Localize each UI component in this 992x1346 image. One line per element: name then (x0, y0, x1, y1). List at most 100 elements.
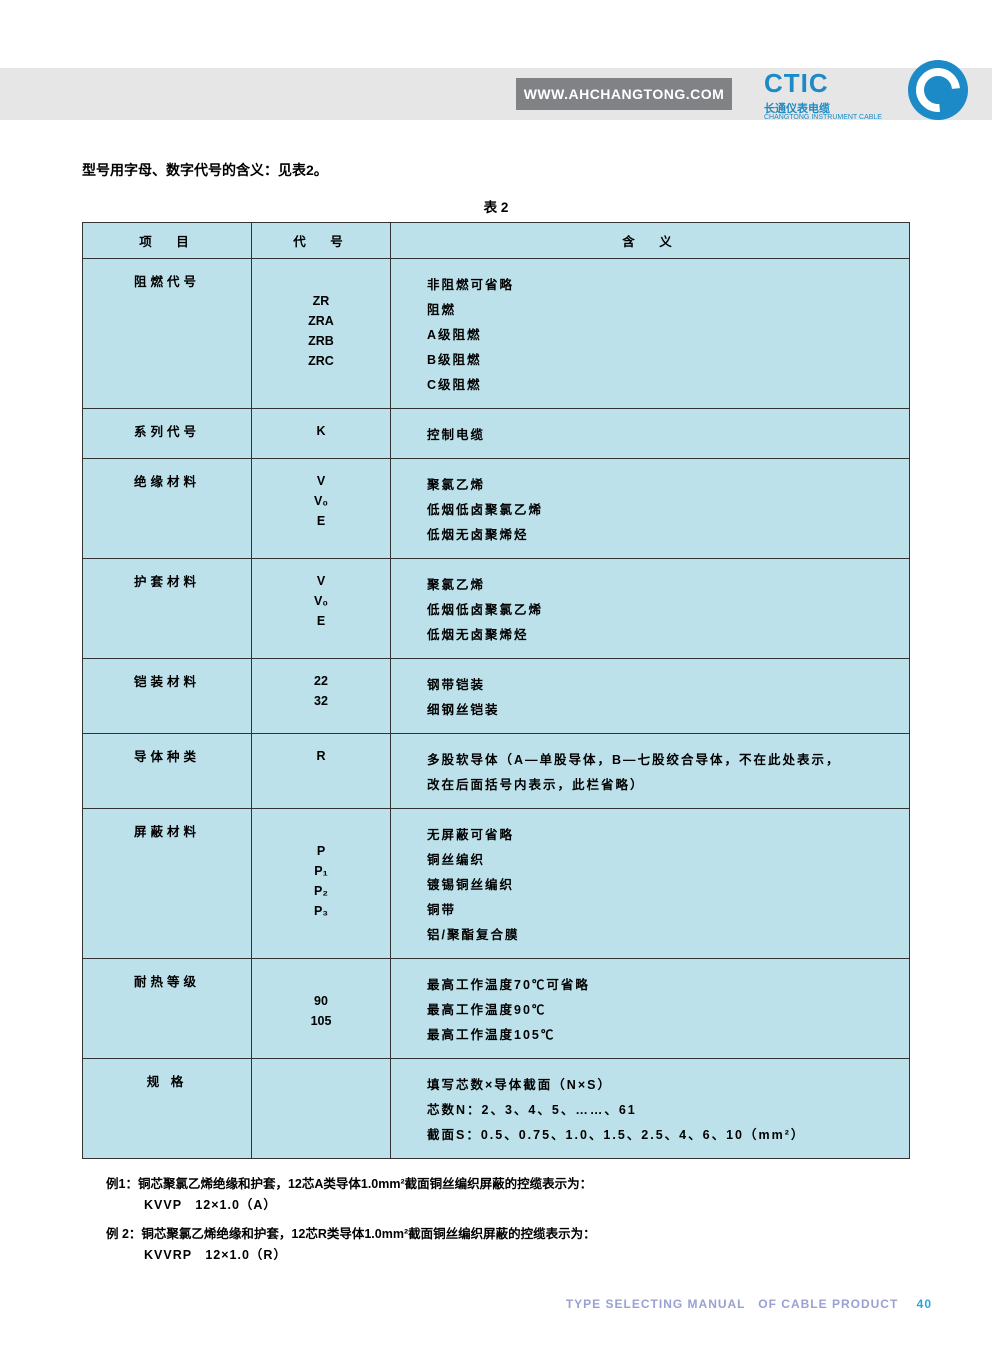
example-1-label: 例1：铜芯聚氯乙烯绝缘和护套，12芯A类导体1.0mm²截面铜丝编织屏蔽的控缆表… (106, 1173, 910, 1192)
table-row: 护套材料VV₀E聚氯乙烯低烟低卤聚氯乙烯低烟无卤聚烯烃 (83, 559, 910, 659)
cell-code: R (252, 734, 391, 809)
code-line: E (256, 511, 386, 531)
page-content: 型号用字母、数字代号的含义：见表2。 表 2 项 目 代 号 含 义 阻燃代号 … (82, 160, 910, 1273)
cell-meaning: 最高工作温度70℃可省略最高工作温度90℃最高工作温度105℃ (391, 959, 910, 1059)
meaning-line: 铝/聚酯复合膜 (427, 921, 905, 946)
cell-meaning: 多股软导体（A—单股导体，B—七股绞合导体，不在此处表示，改在后面括号内表示，此… (391, 734, 910, 809)
cell-item: 耐热等级 (83, 959, 252, 1059)
code-line: R (256, 746, 386, 766)
meaning-line: 镀锡铜丝编织 (427, 871, 905, 896)
meaning-line: 最高工作温度90℃ (427, 996, 905, 1021)
meaning-line: 控制电缆 (427, 421, 905, 446)
cell-meaning: 无屏蔽可省略铜丝编织镀锡铜丝编织铜带铝/聚酯复合膜 (391, 809, 910, 959)
table-row: 阻燃代号 ZRZRAZRBZRC非阻燃可省略阻燃A级阻燃B级阻燃C级阻燃 (83, 259, 910, 409)
meaning-line: 无屏蔽可省略 (427, 821, 905, 846)
meaning-line: A级阻燃 (427, 321, 905, 346)
cell-item: 阻燃代号 (83, 259, 252, 409)
cell-item: 规 格 (83, 1059, 252, 1159)
code-line: V₀ (256, 591, 386, 611)
cell-code (252, 1059, 391, 1159)
code-line: K (256, 421, 386, 441)
cell-item: 绝缘材料 (83, 459, 252, 559)
code-line: 90 (256, 991, 386, 1011)
cell-meaning: 控制电缆 (391, 409, 910, 459)
code-line (256, 971, 386, 991)
code-line: ZRA (256, 311, 386, 331)
meaning-line: 钢带铠装 (427, 671, 905, 696)
cell-item: 系列代号 (83, 409, 252, 459)
meaning-line: 铜丝编织 (427, 846, 905, 871)
code-line: ZRB (256, 331, 386, 351)
cell-code: 90105 (252, 959, 391, 1059)
cell-item: 屏蔽材料 (83, 809, 252, 959)
cell-item: 护套材料 (83, 559, 252, 659)
code-line: P₃ (256, 901, 386, 921)
example-2-label: 例 2：铜芯聚氯乙烯绝缘和护套，12芯R类导体1.0mm²截面铜丝编织屏蔽的控缆… (106, 1223, 910, 1242)
code-line: 32 (256, 691, 386, 711)
table-row: 铠装材料2232钢带铠装细钢丝铠装 (83, 659, 910, 734)
brand-logo: CTIC 长通仪表电缆 CHANGTONG INSTRUMENT CABLE (744, 56, 972, 128)
table-row: 屏蔽材料 PP₁P₂P₃无屏蔽可省略铜丝编织镀锡铜丝编织铜带铝/聚酯复合膜 (83, 809, 910, 959)
cell-meaning: 钢带铠装细钢丝铠装 (391, 659, 910, 734)
code-line (256, 1071, 386, 1091)
meaning-line: B级阻燃 (427, 346, 905, 371)
footer-text: TYPE SELECTING MANUAL OF CABLE PRODUCT (566, 1297, 898, 1311)
cell-code: ZRZRAZRBZRC (252, 259, 391, 409)
cell-code: VV₀E (252, 559, 391, 659)
meaning-line: 低烟无卤聚烯烃 (427, 521, 905, 546)
meaning-line: 芯数N：2、3、4、5、……、61 (427, 1096, 905, 1121)
examples-block: 例1：铜芯聚氯乙烯绝缘和护套，12芯A类导体1.0mm²截面铜丝编织屏蔽的控缆表… (82, 1173, 910, 1263)
logo-mark (908, 60, 968, 120)
meaning-line: 低烟无卤聚烯烃 (427, 621, 905, 646)
cell-meaning: 聚氯乙烯低烟低卤聚氯乙烯低烟无卤聚烯烃 (391, 459, 910, 559)
table-caption: 表 2 (82, 196, 910, 216)
table-row: 规 格 填写芯数×导体截面（N×S）芯数N：2、3、4、5、……、61截面S：0… (83, 1059, 910, 1159)
cell-meaning: 非阻燃可省略阻燃A级阻燃B级阻燃C级阻燃 (391, 259, 910, 409)
code-line: 22 (256, 671, 386, 691)
meaning-line: 聚氯乙烯 (427, 471, 905, 496)
meaning-line: 最高工作温度105℃ (427, 1021, 905, 1046)
meaning-line: 多股软导体（A—单股导体，B—七股绞合导体，不在此处表示， (427, 746, 905, 771)
table-row: 系列代号K 控制电缆 (83, 409, 910, 459)
cell-item: 铠装材料 (83, 659, 252, 734)
cell-item: 导体种类 (83, 734, 252, 809)
intro-line: 型号用字母、数字代号的含义：见表2。 (82, 160, 910, 180)
cell-meaning: 聚氯乙烯低烟低卤聚氯乙烯低烟无卤聚烯烃 (391, 559, 910, 659)
code-line: ZRC (256, 351, 386, 371)
meaning-line: 填写芯数×导体截面（N×S） (427, 1071, 905, 1096)
meaning-line: 低烟低卤聚氯乙烯 (427, 496, 905, 521)
example-1-value: KVVP 12×1.0（A） (144, 1194, 910, 1213)
meaning-line: 截面S：0.5、0.75、1.0、1.5、2.5、4、6、10（mm²） (427, 1121, 905, 1146)
cell-code: K (252, 409, 391, 459)
page-number: 40 (917, 1297, 932, 1311)
code-line: P (256, 841, 386, 861)
meaning-line: 非阻燃可省略 (427, 271, 905, 296)
meaning-line: 改在后面括号内表示，此栏省略） (427, 771, 905, 796)
table-header-row: 项 目 代 号 含 义 (83, 223, 910, 259)
th-code: 代 号 (252, 223, 391, 259)
logo-subtitle-en: CHANGTONG INSTRUMENT CABLE (764, 114, 882, 121)
website-url: WWW.AHCHANGTONG.COM (516, 78, 732, 110)
code-line: 105 (256, 1011, 386, 1031)
code-meaning-table: 项 目 代 号 含 义 阻燃代号 ZRZRAZRBZRC非阻燃可省略阻燃A级阻燃… (82, 222, 910, 1159)
example-2-value: KVVRP 12×1.0（R） (144, 1244, 910, 1263)
cell-code: VV₀E (252, 459, 391, 559)
meaning-line: 细钢丝铠装 (427, 696, 905, 721)
code-line (256, 271, 386, 291)
meaning-line: 阻燃 (427, 296, 905, 321)
cell-code: PP₁P₂P₃ (252, 809, 391, 959)
code-line: E (256, 611, 386, 631)
meaning-line: 聚氯乙烯 (427, 571, 905, 596)
table-row: 耐热等级 90105最高工作温度70℃可省略最高工作温度90℃最高工作温度105… (83, 959, 910, 1059)
table-row: 导体种类R多股软导体（A—单股导体，B—七股绞合导体，不在此处表示，改在后面括号… (83, 734, 910, 809)
meaning-line: C级阻燃 (427, 371, 905, 396)
table-row: 绝缘材料VV₀E聚氯乙烯低烟低卤聚氯乙烯低烟无卤聚烯烃 (83, 459, 910, 559)
logo-text: CTIC (764, 68, 829, 99)
cell-meaning: 填写芯数×导体截面（N×S）芯数N：2、3、4、5、……、61截面S：0.5、0… (391, 1059, 910, 1159)
code-line: V₀ (256, 491, 386, 511)
code-line: P₂ (256, 881, 386, 901)
cell-code: 2232 (252, 659, 391, 734)
code-line: ZR (256, 291, 386, 311)
th-item: 项 目 (83, 223, 252, 259)
meaning-line: 最高工作温度70℃可省略 (427, 971, 905, 996)
